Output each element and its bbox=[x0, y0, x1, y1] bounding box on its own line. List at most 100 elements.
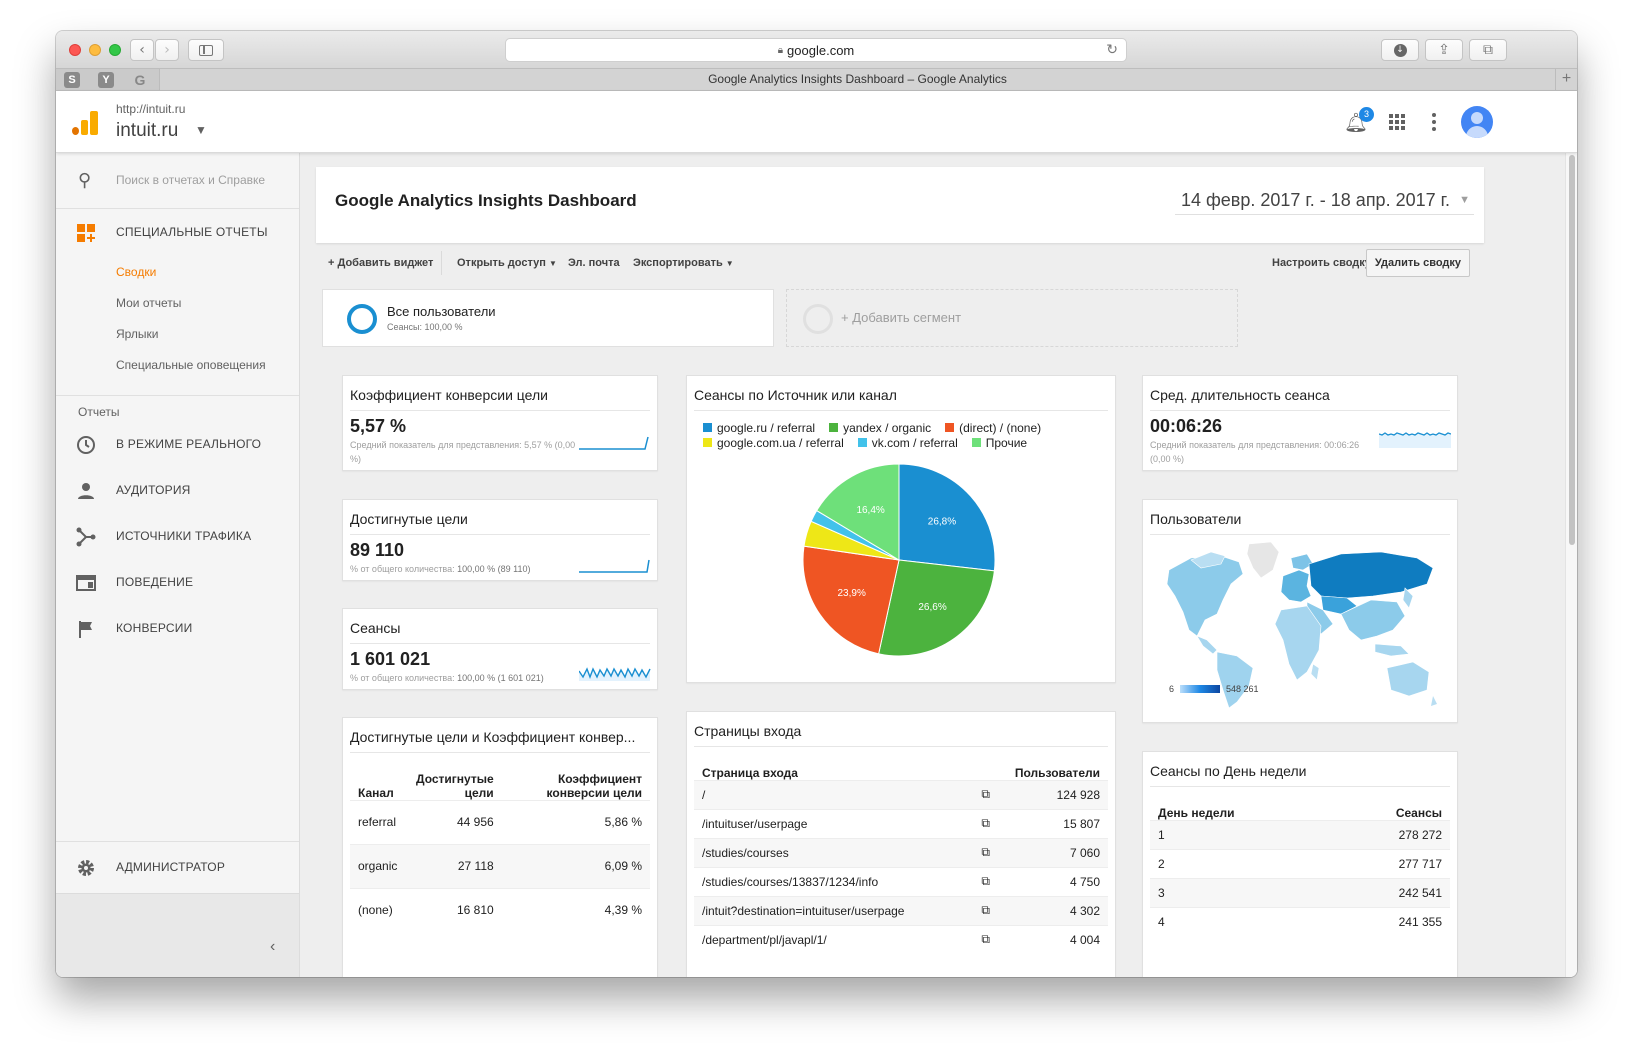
column-header[interactable]: День недели bbox=[1158, 805, 1235, 820]
zoom-window-button[interactable] bbox=[109, 44, 121, 56]
table-row: /department/pl/javapl/1/ ⧉ 4 004 bbox=[694, 924, 1108, 954]
email-button[interactable]: Эл. почта bbox=[568, 257, 620, 269]
back-button[interactable]: ‹ bbox=[130, 39, 154, 61]
external-link-icon[interactable]: ⧉ bbox=[973, 837, 998, 867]
external-link-icon[interactable]: ⧉ bbox=[973, 895, 998, 925]
table-cell[interactable]: /department/pl/javapl/1/ bbox=[694, 924, 974, 954]
table-cell[interactable]: /studies/courses/13837/1234/info bbox=[694, 866, 974, 896]
widget-sessions[interactable]: Сеансы 1 601 021 % от общего количества:… bbox=[342, 608, 658, 690]
widget-users-map[interactable]: Пользователи bbox=[1142, 499, 1458, 723]
export-dropdown[interactable]: Экспортировать ▼ bbox=[633, 257, 734, 269]
search-input[interactable]: Поиск в отчетах и Справке bbox=[116, 173, 266, 187]
google-analytics-logo-icon[interactable] bbox=[72, 111, 98, 135]
segment-ring-icon bbox=[347, 304, 377, 334]
segment-name: Все пользователи bbox=[387, 304, 496, 319]
sidebar-subitem-custom-alerts[interactable]: Специальные оповещения bbox=[116, 358, 266, 372]
table-cell[interactable]: 2 bbox=[1150, 848, 1330, 878]
property-selector[interactable]: intuit.ru bbox=[116, 120, 179, 141]
pinned-tab-favicon[interactable]: S bbox=[64, 72, 80, 88]
table-row: /studies/courses ⧉ 7 060 bbox=[694, 837, 1108, 867]
legend-entry[interactable]: Прочие bbox=[971, 435, 1027, 450]
sidebar-item-acquisition[interactable]: ИСТОЧНИКИ ТРАФИКА bbox=[56, 521, 299, 551]
delete-dashboard-button[interactable]: Удалить сводку bbox=[1365, 249, 1470, 277]
world-map[interactable] bbox=[1161, 540, 1441, 710]
active-tab[interactable]: Google Analytics Insights Dashboard – Go… bbox=[708, 72, 1007, 86]
sidebar-subitem-dashboards[interactable]: Сводки bbox=[116, 265, 157, 279]
column-header[interactable]: Канал bbox=[358, 785, 394, 800]
scrollbar-thumb[interactable] bbox=[1569, 155, 1575, 545]
pie-slice[interactable] bbox=[815, 463, 900, 561]
external-link-icon[interactable]: ⧉ bbox=[973, 808, 998, 838]
sidebar-subitem-shortcuts[interactable]: Ярлыки bbox=[116, 327, 159, 341]
segment-all-users[interactable]: Все пользователи Сеансы: 100,00 % bbox=[322, 289, 774, 347]
widget-goal-completions[interactable]: Достигнутые цели 89 110 % от общего коли… bbox=[342, 499, 658, 581]
sidebar-search[interactable]: ⚲ Поиск в отчетах и Справке bbox=[56, 153, 299, 209]
add-widget-button[interactable]: + Добавить виджет bbox=[328, 257, 434, 269]
sidebar-item-audience[interactable]: АУДИТОРИЯ bbox=[56, 475, 299, 505]
address-bar[interactable]: 🔒︎ google.com ↻ bbox=[505, 38, 1127, 62]
collapse-sidebar-chevron-icon[interactable]: ‹ bbox=[270, 938, 276, 955]
pie-slice[interactable] bbox=[898, 463, 996, 572]
column-header[interactable]: Коэффициент конверсии цели bbox=[546, 771, 642, 800]
pie-slice[interactable] bbox=[878, 559, 995, 657]
share-button[interactable]: ⇪ bbox=[1425, 39, 1463, 61]
widget-channel-table[interactable]: Достигнутые цели и Коэффициент конвер...… bbox=[342, 717, 658, 977]
widget-avg-session-duration[interactable]: Сред. длительность сеанса 00:06:26 Средн… bbox=[1142, 375, 1458, 471]
external-link-icon[interactable]: ⧉ bbox=[973, 866, 998, 896]
column-header[interactable]: Достигнутые цели bbox=[416, 771, 494, 800]
account-avatar[interactable] bbox=[1461, 106, 1493, 138]
reload-icon[interactable]: ↻ bbox=[1106, 42, 1118, 58]
address-text: google.com bbox=[787, 42, 855, 58]
widget-conversion-rate[interactable]: Коэффициент конверсии цели 5,57 % Средни… bbox=[342, 375, 658, 471]
legend-entry[interactable]: (direct) / (none) bbox=[945, 420, 1041, 435]
table-cell[interactable]: /intuituser/userpage bbox=[694, 808, 974, 838]
customize-dashboard-button[interactable]: Настроить сводку bbox=[1272, 257, 1371, 269]
legend-entry[interactable]: vk.com / referral bbox=[857, 435, 958, 450]
close-window-button[interactable] bbox=[69, 44, 81, 56]
table-cell[interactable]: 1 bbox=[1150, 819, 1330, 849]
table-cell[interactable]: (none) bbox=[350, 887, 408, 932]
legend-entry[interactable]: google.com.ua / referral bbox=[703, 435, 844, 450]
apps-grid-icon[interactable] bbox=[1389, 114, 1405, 130]
add-segment-slot[interactable]: + Добавить сегмент bbox=[786, 289, 1238, 347]
downloads-button[interactable]: ↓ bbox=[1381, 39, 1419, 61]
date-range-picker[interactable]: 14 февр. 2017 г. - 18 апр. 2017 г. ▼ bbox=[1174, 185, 1474, 215]
widget-sessions-by-weekday[interactable]: Сеансы по День недели День недели Сеансы… bbox=[1142, 751, 1458, 977]
main-scrollbar[interactable] bbox=[1565, 153, 1577, 977]
external-link-icon[interactable]: ⧉ bbox=[973, 779, 998, 809]
tabs-overview-button[interactable]: ⧉ bbox=[1469, 39, 1507, 61]
share-dropdown[interactable]: Открыть доступ ▼ bbox=[457, 257, 557, 269]
table-cell[interactable]: /studies/courses bbox=[694, 837, 974, 867]
sidebar-item-realtime[interactable]: В РЕЖИМЕ РЕАЛЬНОГО bbox=[56, 429, 299, 459]
table-cell[interactable]: / bbox=[694, 779, 974, 809]
column-header[interactable]: Сеансы bbox=[1395, 805, 1442, 820]
column-header[interactable]: Страница входа bbox=[702, 765, 798, 780]
forward-button[interactable]: › bbox=[155, 39, 179, 61]
table-cell[interactable]: 3 bbox=[1150, 877, 1330, 907]
minimize-window-button[interactable] bbox=[89, 44, 101, 56]
legend-entry[interactable]: yandex / organic bbox=[829, 420, 931, 435]
pie-slice[interactable] bbox=[802, 545, 900, 655]
column-header[interactable]: Пользователи bbox=[1014, 765, 1100, 780]
widget-sessions-by-source[interactable]: Сеансы по Источник или канал google.ru /… bbox=[686, 375, 1116, 683]
table-cell[interactable]: referral bbox=[350, 799, 408, 844]
sidebar-admin-row[interactable]: АДМИНИСТРАТОР bbox=[56, 852, 299, 882]
caret-down-icon[interactable]: ▼ bbox=[195, 123, 207, 137]
sidebar-item-admin[interactable]: АДМИНИСТРАТОР bbox=[56, 841, 299, 893]
table-cell[interactable]: /intuit?destination=intuituser/userpage bbox=[694, 895, 974, 925]
legend-label: (direct) / (none) bbox=[959, 420, 1042, 435]
sidebar-item-conversions[interactable]: КОНВЕРСИИ bbox=[56, 613, 299, 643]
more-vert-icon[interactable] bbox=[1432, 113, 1436, 131]
sidebar-subitem-my-reports[interactable]: Мои отчеты bbox=[116, 296, 182, 310]
widget-landing-pages[interactable]: Страницы входа Страница входа Пользовате… bbox=[686, 711, 1116, 977]
table-cell[interactable]: organic bbox=[350, 843, 408, 888]
external-link-icon[interactable]: ⧉ bbox=[973, 924, 998, 954]
sidebar-toggle-button[interactable] bbox=[188, 39, 224, 61]
sidebar-item-custom-reports[interactable]: СПЕЦИАЛЬНЫЕ ОТЧЕТЫ bbox=[56, 217, 299, 247]
legend-entry[interactable]: google.ru / referral bbox=[703, 420, 815, 435]
sidebar-item-behavior[interactable]: ПОВЕДЕНИЕ bbox=[56, 567, 299, 597]
pinned-tab-favicon[interactable]: Y bbox=[98, 72, 114, 88]
table-cell[interactable]: 4 bbox=[1150, 906, 1330, 936]
new-tab-button[interactable]: + bbox=[1555, 69, 1577, 90]
pinned-tab-favicon[interactable]: G bbox=[134, 72, 146, 88]
